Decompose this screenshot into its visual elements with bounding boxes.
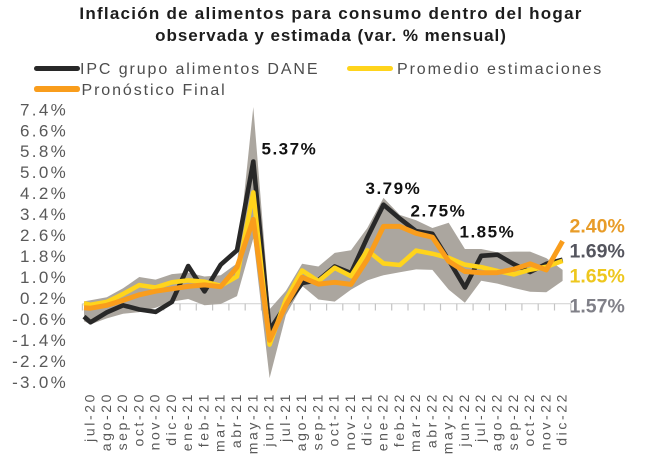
svg-text:dic-20: dic-20	[163, 392, 179, 446]
svg-text:sep-21: sep-21	[309, 392, 325, 450]
svg-text:nov-21: nov-21	[342, 392, 358, 450]
svg-text:1.0%: 1.0%	[20, 268, 68, 287]
svg-text:may-21: may-21	[244, 392, 260, 454]
svg-text:-1.4%: -1.4%	[12, 331, 68, 350]
svg-text:1.85%: 1.85%	[460, 222, 516, 241]
svg-text:abr-22: abr-22	[423, 392, 439, 448]
svg-text:-0.6%: -0.6%	[12, 310, 68, 329]
svg-text:oct-21: oct-21	[326, 392, 342, 447]
svg-text:2.40%: 2.40%	[570, 216, 625, 238]
svg-text:nov-22: nov-22	[537, 392, 553, 450]
svg-text:ago-22: ago-22	[489, 392, 505, 451]
svg-text:ago-21: ago-21	[293, 392, 309, 451]
svg-text:abr-21: abr-21	[228, 392, 244, 448]
svg-text:1.8%: 1.8%	[20, 247, 68, 266]
svg-text:0.2%: 0.2%	[20, 289, 68, 308]
svg-text:sep-22: sep-22	[505, 392, 521, 450]
svg-text:jul-21: jul-21	[277, 392, 293, 443]
svg-text:1.57%: 1.57%	[570, 295, 625, 317]
svg-text:3.4%: 3.4%	[20, 205, 68, 224]
svg-text:7.4%: 7.4%	[20, 100, 68, 119]
svg-text:2.6%: 2.6%	[20, 226, 68, 245]
svg-text:ene-21: ene-21	[179, 392, 195, 451]
svg-text:-3.0%: -3.0%	[12, 373, 68, 392]
svg-text:-2.2%: -2.2%	[12, 352, 68, 371]
svg-text:jul-20: jul-20	[82, 392, 98, 443]
svg-text:jun-22: jun-22	[456, 392, 472, 448]
svg-text:sep-20: sep-20	[114, 392, 130, 450]
svg-text:2.75%: 2.75%	[411, 201, 467, 220]
svg-text:mar-21: mar-21	[212, 392, 228, 452]
svg-text:mar-22: mar-22	[407, 392, 423, 452]
svg-text:1.65%: 1.65%	[570, 266, 625, 288]
svg-text:oct-22: oct-22	[521, 392, 537, 447]
svg-text:feb-21: feb-21	[196, 392, 212, 447]
svg-text:dic-21: dic-21	[358, 392, 374, 446]
svg-text:5.0%: 5.0%	[20, 163, 68, 182]
svg-text:nov-20: nov-20	[147, 392, 163, 450]
svg-text:6.6%: 6.6%	[20, 121, 68, 140]
svg-text:3.79%: 3.79%	[366, 179, 422, 198]
svg-text:dic-22: dic-22	[554, 392, 570, 446]
svg-text:4.2%: 4.2%	[20, 184, 68, 203]
svg-text:1.69%: 1.69%	[570, 241, 625, 263]
svg-text:feb-22: feb-22	[391, 392, 407, 447]
svg-text:5.8%: 5.8%	[20, 142, 68, 161]
svg-text:ene-22: ene-22	[375, 392, 391, 451]
svg-text:oct-20: oct-20	[130, 392, 146, 447]
svg-text:jun-21: jun-21	[261, 392, 277, 448]
svg-text:jul-22: jul-22	[472, 392, 488, 443]
svg-text:5.37%: 5.37%	[262, 139, 318, 158]
svg-text:may-22: may-22	[440, 392, 456, 454]
svg-text:ago-20: ago-20	[98, 392, 114, 451]
